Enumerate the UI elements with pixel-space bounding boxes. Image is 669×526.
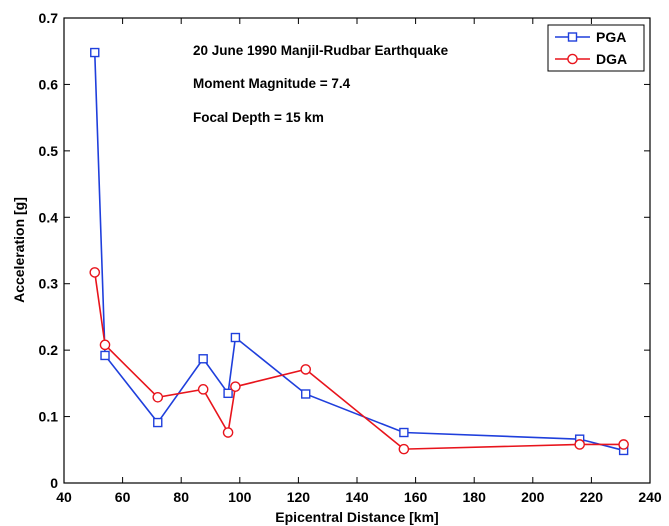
y-axis-label: Acceleration [g] (11, 197, 27, 303)
y-tick-label: 0 (50, 475, 58, 491)
pga-point (100, 350, 110, 361)
pga-point (198, 354, 208, 364)
plot-area (63, 17, 651, 484)
dga-point (197, 384, 209, 395)
x-tick-label: 200 (521, 489, 545, 505)
x-tick-label: 40 (56, 489, 72, 505)
x-axis-label: Epicentral Distance [km] (275, 509, 438, 525)
y-tick-label: 0.2 (39, 342, 59, 358)
y-tick-label: 0.3 (39, 276, 59, 292)
y-tick-label: 0.6 (39, 76, 59, 92)
annotation-title: 20 June 1990 Manjil-Rudbar Earthquake (193, 43, 449, 58)
legend-dga-marker (567, 53, 578, 65)
x-tick-label: 80 (173, 489, 189, 505)
x-tick-label: 60 (115, 489, 131, 505)
legend-pga-marker (567, 32, 578, 42)
dga-point (574, 439, 585, 450)
annotation-magnitude: Moment Magnitude = 7.4 (193, 76, 351, 91)
pga-point (153, 417, 163, 428)
legend-pga-label: PGA (596, 29, 626, 45)
x-tick-label: 240 (638, 489, 662, 505)
dga-point (230, 381, 241, 392)
y-tick-label: 0.7 (39, 10, 59, 26)
y-ticks: 0 0.1 0.2 0.3 0.4 0.5 0.6 0.7 (39, 10, 650, 491)
pga-point (223, 388, 233, 399)
legend: PGA DGA (547, 24, 645, 72)
dga-line (93, 272, 624, 450)
x-tick-label: 120 (287, 489, 311, 505)
x-tick-label: 100 (228, 489, 252, 505)
pga-point (399, 427, 409, 438)
dga-point (618, 439, 629, 450)
y-tick-label: 0.4 (39, 209, 59, 225)
y-tick-label: 0.1 (39, 409, 59, 425)
series-layer (89, 47, 629, 456)
pga-line (93, 52, 624, 452)
legend-box (547, 24, 645, 72)
x-tick-label: 220 (580, 489, 604, 505)
pga-point (301, 389, 311, 399)
legend-dga-label: DGA (596, 51, 627, 67)
annotation-depth: Focal Depth = 15 km (193, 110, 324, 125)
dga-point (99, 339, 111, 351)
y-tick-label: 0.5 (39, 143, 59, 159)
dga-point (89, 267, 101, 278)
pga-point (230, 332, 241, 343)
pga-point (90, 47, 100, 58)
dga-point (152, 392, 164, 403)
legend-items: PGA DGA (555, 29, 627, 67)
x-ticks: 40 60 80 100 120 140 160 180 200 220 240 (56, 18, 662, 505)
dga-point (300, 364, 312, 375)
x-tick-label: 160 (404, 489, 428, 505)
x-tick-label: 140 (345, 489, 369, 505)
x-tick-label: 180 (463, 489, 487, 505)
dga-point (398, 443, 410, 455)
dga-point (222, 427, 234, 438)
